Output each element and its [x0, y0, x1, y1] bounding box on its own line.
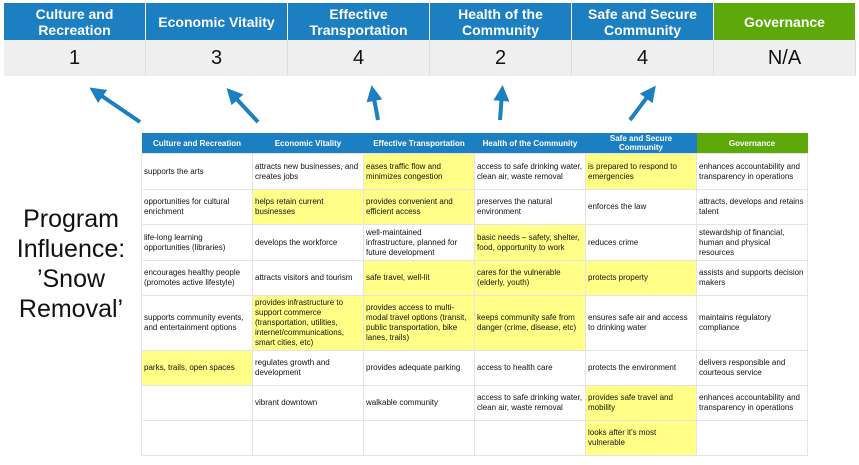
- matrix-cell: enhances accountability and transparency…: [696, 153, 808, 190]
- matrix-cell: [363, 420, 475, 456]
- matrix-cell: protects property: [585, 260, 697, 296]
- matrix-cell: [141, 420, 253, 456]
- matrix-cell: [252, 420, 364, 456]
- score-summary-table: Culture and Recreation Economic Vitality E…: [4, 3, 856, 76]
- category-score: N/A: [713, 40, 856, 76]
- matrix-cell: keeps community safe from danger (crime,…: [474, 295, 586, 351]
- matrix-column-header: Governance: [696, 133, 808, 154]
- arrow-economic: [226, 88, 260, 124]
- matrix-cell: attracts visitors and tourism: [252, 260, 364, 296]
- category-score: 1: [4, 40, 146, 76]
- matrix-cell: encourages healthy people (promotes acti…: [141, 260, 253, 296]
- matrix-cell: opportunities for cultural enrichment: [141, 189, 253, 225]
- matrix-cell: enforces the law: [585, 189, 697, 225]
- matrix-cell: develops the workforce: [252, 224, 364, 261]
- matrix-row: encourages healthy people (promotes acti…: [141, 260, 808, 296]
- matrix-cell: protects the environment: [585, 350, 697, 386]
- matrix-row: looks after it's most vulnerable: [141, 420, 808, 456]
- arrows: [89, 85, 656, 124]
- matrix-cell: maintains regulatory compliance: [696, 295, 808, 351]
- program-influence-label: Program Influence: ’Snow Removal’: [16, 205, 126, 323]
- matrix-cell: supports the arts: [141, 153, 253, 190]
- matrix-cell: regulates growth and development: [252, 350, 364, 386]
- category-header: Culture and Recreation: [4, 3, 146, 40]
- category-header: Safe and Secure Community: [571, 3, 714, 40]
- arrow-transportation: [366, 85, 383, 121]
- matrix-cell: attracts, develops and retains talent: [696, 189, 808, 225]
- category-score: 4: [571, 40, 714, 76]
- category-score: 2: [429, 40, 572, 76]
- matrix-cell: provides adequate parking: [363, 350, 475, 386]
- matrix-cell: walkable community: [363, 385, 475, 421]
- matrix-cell: cares for the vulnerable (elderly, youth…: [474, 260, 586, 296]
- matrix-cell: ensures safe air and access to drinking …: [585, 295, 697, 351]
- matrix-cell: basic needs – safety, shelter, food, opp…: [474, 224, 586, 261]
- matrix-cell: vibrant downtown: [252, 385, 364, 421]
- matrix-cell: provides access to multi-modal travel op…: [363, 295, 475, 351]
- matrix-cell: access to safe drinking water, clean air…: [474, 385, 586, 421]
- category-score: 4: [287, 40, 430, 76]
- matrix-cell: reduces crime: [585, 224, 697, 261]
- matrix-cell: attracts new businesses, and creates job…: [252, 153, 364, 190]
- category-header: Health of the Community: [429, 3, 572, 40]
- matrix-cell: enhances accountability and transparency…: [696, 385, 808, 421]
- matrix-row: supports community events, and entertain…: [141, 295, 808, 351]
- matrix-cell: [141, 385, 253, 421]
- matrix-cell: access to health care: [474, 350, 586, 386]
- arrow-culture: [89, 87, 142, 124]
- matrix-cell: [474, 420, 586, 456]
- matrix-cell: supports community events, and entertain…: [141, 295, 253, 351]
- matrix-cell: provides infrastructure to support comme…: [252, 295, 364, 351]
- matrix-cell: eases traffic flow and minimizes congest…: [363, 153, 475, 190]
- category-score: 3: [145, 40, 288, 76]
- matrix-cell: preserves the natural environment: [474, 189, 586, 225]
- matrix-cell: [696, 420, 808, 456]
- matrix-cell: well-maintained infrastructure, planned …: [363, 224, 475, 261]
- matrix-row: supports the arts attracts new businesses…: [141, 153, 808, 190]
- category-header: Economic Vitality: [145, 3, 288, 40]
- influence-matrix: Culture and Recreation Economic Vitality E…: [141, 133, 808, 456]
- matrix-cell: helps retain current businesses: [252, 189, 364, 225]
- matrix-cell: is prepared to respond to emergencies: [585, 153, 697, 190]
- matrix-cell: safe travel, well-lit: [363, 260, 475, 296]
- category-header: Governance: [713, 3, 856, 40]
- matrix-cell: stewardship of financial, human and phys…: [696, 224, 808, 261]
- matrix-column-header: Health of the Community: [474, 133, 586, 154]
- matrix-column-header: Economic Vitality: [252, 133, 364, 154]
- matrix-column-header: Safe and Secure Community: [585, 133, 697, 154]
- matrix-column-header: Culture and Recreation: [141, 133, 253, 154]
- matrix-cell: access to safe drinking water, clean air…: [474, 153, 586, 190]
- matrix-cell: looks after it's most vulnerable: [585, 420, 697, 456]
- arrow-safe: [628, 85, 656, 122]
- matrix-cell: delivers responsible and courteous servi…: [696, 350, 808, 386]
- category-header: Effective Transportation: [287, 3, 430, 40]
- arrow-health: [493, 85, 510, 121]
- matrix-row: parks, trails, open spaces regulates grow…: [141, 350, 808, 386]
- matrix-cell: assists and supports decision makers: [696, 260, 808, 296]
- matrix-column-header: Effective Transportation: [363, 133, 475, 154]
- matrix-cell: parks, trails, open spaces: [141, 350, 253, 386]
- matrix-row: life-long learning opportunities (librar…: [141, 224, 808, 261]
- matrix-row: opportunities for cultural enrichment hel…: [141, 189, 808, 225]
- matrix-cell: provides safe travel and mobility: [585, 385, 697, 421]
- matrix-row: vibrant downtown walkable community access…: [141, 385, 808, 421]
- matrix-cell: provides convenient and efficient access: [363, 189, 475, 225]
- matrix-cell: life-long learning opportunities (librar…: [141, 224, 253, 261]
